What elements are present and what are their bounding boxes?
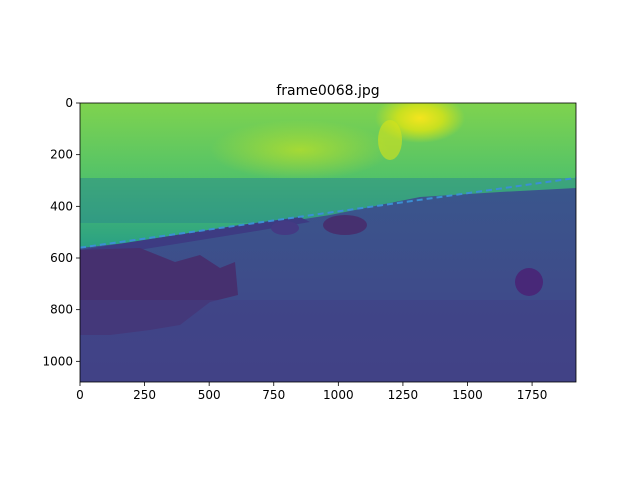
y-tick-label: 0 bbox=[65, 96, 73, 110]
x-axis: 0 250 500 750 1000 1250 1500 1750 bbox=[76, 382, 547, 402]
y-tick-label: 800 bbox=[50, 303, 73, 317]
y-tick-label: 600 bbox=[50, 251, 73, 265]
x-tick-label: 1750 bbox=[517, 388, 548, 402]
shrub-patch-right bbox=[515, 268, 543, 296]
chart-title: frame0068.jpg bbox=[276, 83, 379, 99]
y-tick-label: 400 bbox=[50, 199, 73, 213]
x-tick-label: 0 bbox=[76, 388, 84, 402]
y-tick-label: 200 bbox=[50, 148, 73, 162]
plot-frame bbox=[79, 102, 577, 383]
sun-streak bbox=[378, 120, 402, 160]
y-tick-label: 1000 bbox=[42, 354, 73, 368]
shrub-patch-center bbox=[323, 215, 367, 235]
x-tick-label: 1500 bbox=[452, 388, 483, 402]
horizon-line bbox=[80, 176, 576, 249]
shrub-patch-small bbox=[271, 221, 299, 235]
x-tick-label: 750 bbox=[262, 388, 285, 402]
bright-sky-glow bbox=[210, 120, 390, 180]
x-tick-label: 1250 bbox=[388, 388, 419, 402]
x-tick-label: 250 bbox=[133, 388, 156, 402]
x-tick-label: 1000 bbox=[323, 388, 354, 402]
ridge-band bbox=[80, 217, 310, 253]
image-area bbox=[80, 103, 576, 382]
foreground-texture bbox=[80, 300, 576, 382]
y-axis: 0 200 400 600 800 1000 bbox=[42, 96, 80, 368]
x-tick-label: 500 bbox=[198, 388, 221, 402]
